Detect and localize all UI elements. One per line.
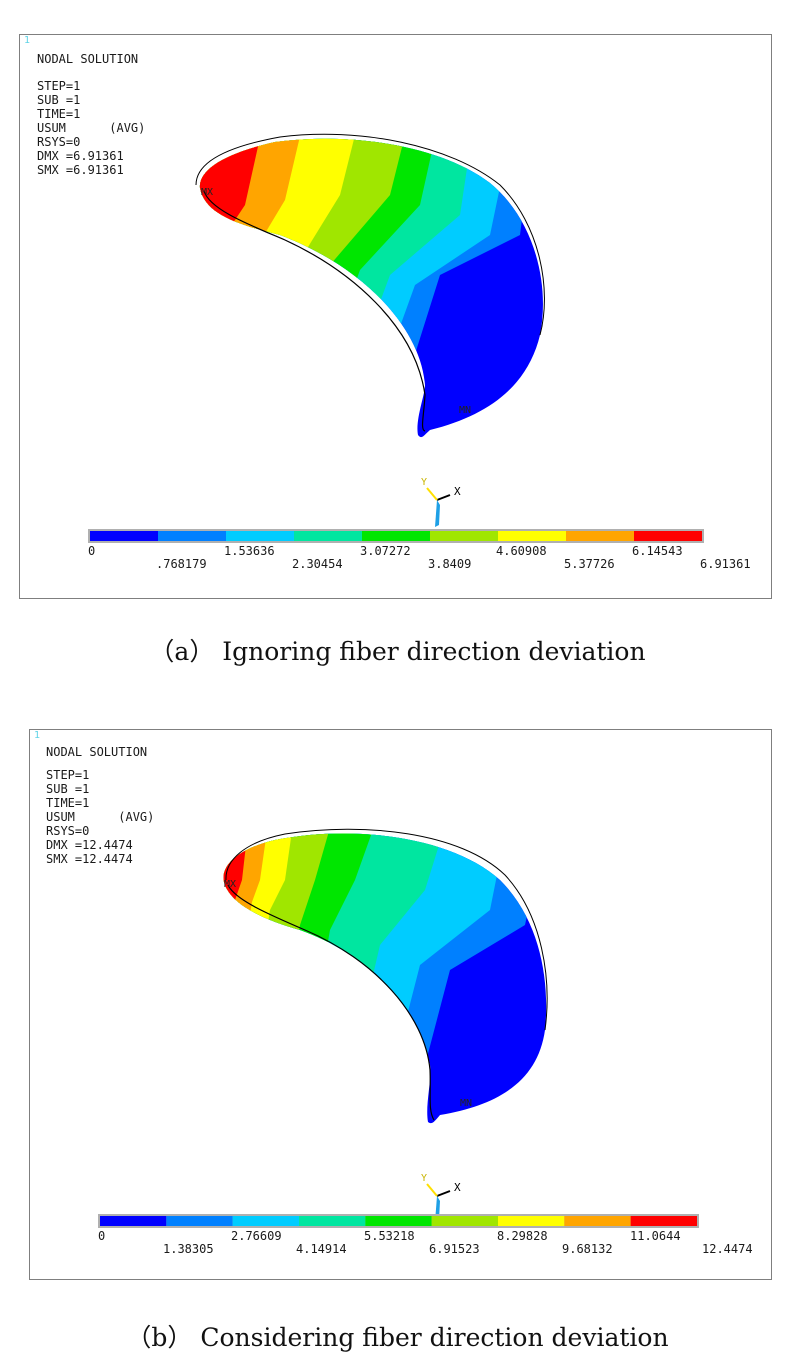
legend-swatch bbox=[232, 1216, 299, 1226]
legend-color-bar-b bbox=[98, 1214, 699, 1228]
axis-x-label: X bbox=[454, 1181, 461, 1194]
scale-label-bottom-4: 12.4474 bbox=[702, 1242, 753, 1256]
info-rsys: RSYS=0 bbox=[37, 135, 81, 149]
axis-y-label: Y bbox=[421, 1173, 427, 1184]
max-marker: MX bbox=[201, 187, 213, 198]
scale-label-top-3: 8.29828 bbox=[497, 1229, 548, 1243]
caption-b: （b） Considering fiber direction deviatio… bbox=[126, 1323, 669, 1352]
window-number: 1 bbox=[24, 35, 31, 46]
scale-label-top-4: 11.0644 bbox=[630, 1229, 681, 1243]
scale-label-bottom-3: 9.68132 bbox=[562, 1242, 613, 1256]
axis-x-label: X bbox=[454, 485, 461, 498]
legend-swatch bbox=[564, 1216, 631, 1226]
info-sub: SUB =1 bbox=[46, 782, 90, 796]
info-usum: USUM (AVG) bbox=[37, 121, 146, 135]
window-number: 1 bbox=[34, 730, 41, 741]
legend-swatch bbox=[226, 531, 294, 541]
triad-icon: Y X bbox=[421, 477, 461, 527]
legend-swatch bbox=[498, 1216, 565, 1226]
legend-swatch bbox=[365, 1216, 432, 1226]
legend-color-bar-a bbox=[88, 529, 704, 543]
legend-swatch bbox=[166, 1216, 233, 1226]
scale-label-bottom-2: 3.8409 bbox=[428, 557, 472, 571]
legend-swatch bbox=[362, 531, 430, 541]
blade-contour-a: MX MN Y X bbox=[88, 133, 704, 543]
scale-label-bottom-0: 1.38305 bbox=[163, 1242, 214, 1256]
legend-swatch bbox=[630, 1216, 697, 1226]
info-step: STEP=1 bbox=[37, 79, 81, 93]
legend-swatch bbox=[158, 531, 226, 541]
scale-label-top-4: 6.14543 bbox=[632, 544, 683, 558]
info-step: STEP=1 bbox=[46, 768, 90, 782]
legend-swatch bbox=[566, 531, 634, 541]
scale-label-top-2: 5.53218 bbox=[364, 1229, 415, 1243]
legend-swatch bbox=[90, 531, 158, 541]
info-usum: USUM (AVG) bbox=[46, 810, 155, 824]
scale-label-top-2: 3.07272 bbox=[360, 544, 411, 558]
scale-label-bottom-4: 6.91361 bbox=[700, 557, 751, 571]
min-marker: MN bbox=[460, 1098, 472, 1109]
scale-label-top-1: 2.76609 bbox=[231, 1229, 282, 1243]
contour-bands-b bbox=[223, 833, 547, 1124]
legend-swatch bbox=[100, 1216, 167, 1226]
scale-label-top-0: 0 bbox=[88, 544, 96, 558]
legend-swatch bbox=[634, 531, 702, 541]
plot-title: NODAL SOLUTION bbox=[46, 745, 148, 759]
scale-label-top-1: 1.53636 bbox=[224, 544, 275, 558]
info-smx: SMX =6.91361 bbox=[37, 163, 124, 177]
legend-swatch bbox=[431, 1216, 498, 1226]
info-time: TIME=1 bbox=[37, 107, 81, 121]
info-rsys: RSYS=0 bbox=[46, 824, 90, 838]
legend-swatch bbox=[498, 531, 566, 541]
scale-label-top-0: 0 bbox=[98, 1229, 106, 1243]
scale-label-bottom-0: .768179 bbox=[156, 557, 207, 571]
info-sub: SUB =1 bbox=[37, 93, 81, 107]
scale-label-bottom-1: 4.14914 bbox=[296, 1242, 347, 1256]
panel-b-contour-plot: 1 NODAL SOLUTION STEP=1 SUB =1 TIME=1 US… bbox=[29, 729, 772, 1280]
panel-a-contour-plot: 1 NODAL SOLUTION STEP=1 SUB =1 TIME=1 US… bbox=[19, 34, 772, 599]
info-time: TIME=1 bbox=[46, 796, 90, 810]
contour-bands-a bbox=[199, 138, 543, 438]
legend-swatch bbox=[294, 531, 362, 541]
blade-contour-b: MX MN Y X bbox=[98, 828, 699, 1228]
max-marker: MX bbox=[224, 879, 236, 890]
scale-label-top-3: 4.60908 bbox=[496, 544, 547, 558]
scale-label-bottom-3: 5.37726 bbox=[564, 557, 615, 571]
min-marker: MN bbox=[459, 405, 471, 416]
info-smx: SMX =12.4474 bbox=[46, 852, 133, 866]
legend-swatch bbox=[430, 531, 498, 541]
info-dmx: DMX =6.91361 bbox=[37, 149, 124, 163]
legend-swatch bbox=[299, 1216, 366, 1226]
info-dmx: DMX =12.4474 bbox=[46, 838, 133, 852]
axis-y-label: Y bbox=[421, 477, 427, 488]
scale-label-bottom-1: 2.30454 bbox=[292, 557, 343, 571]
caption-a: （a） Ignoring fiber direction deviation bbox=[149, 637, 646, 666]
plot-title: NODAL SOLUTION bbox=[37, 52, 139, 66]
scale-label-bottom-2: 6.91523 bbox=[429, 1242, 480, 1256]
